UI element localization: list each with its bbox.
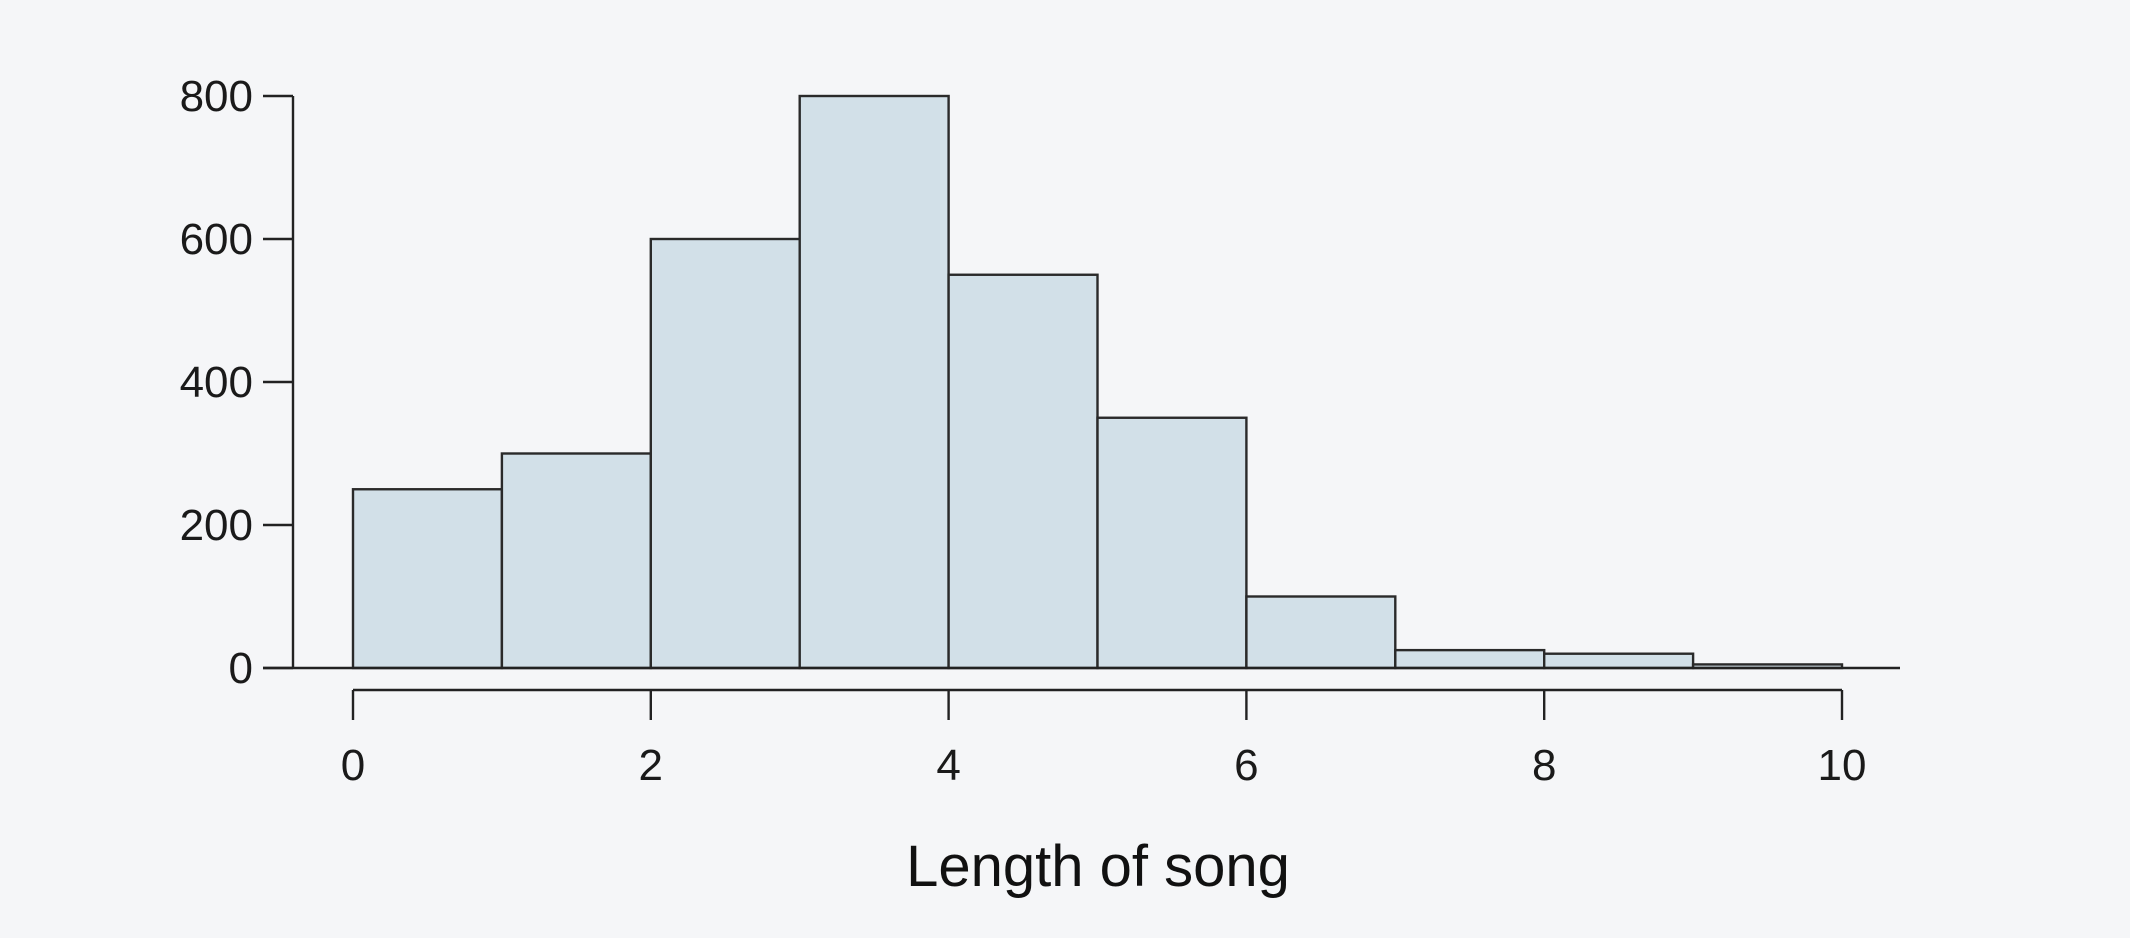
- x-tick-label-3: 6: [1234, 741, 1258, 790]
- histogram-bar-7: [1394, 648, 1546, 670]
- histogram-bar-0: [351, 488, 504, 670]
- x-tick-label-1: 2: [639, 741, 663, 790]
- bars-layer: [263, 94, 1900, 670]
- y-tick-label-0: 0: [229, 644, 253, 693]
- y-tick-label-3: 600: [180, 215, 253, 264]
- histogram-bar-2: [649, 237, 801, 670]
- y-tick-label-4: 800: [180, 72, 253, 121]
- y-tick-label-2: 400: [180, 358, 253, 407]
- x-axis-title: Length of song: [906, 834, 1290, 899]
- y-axis: 0 200 400 600 800: [180, 72, 295, 693]
- x-tick-label-2: 4: [936, 741, 960, 790]
- histogram-bar-3: [798, 94, 950, 670]
- histogram-bar-5: [1096, 416, 1248, 670]
- histogram-bar-6: [1245, 595, 1397, 670]
- x-tick-label-4: 8: [1532, 741, 1556, 790]
- x-axis: 0 2 4 6 8 10: [341, 688, 1867, 790]
- x-tick-label-0: 0: [341, 741, 365, 790]
- histogram-bar-4: [947, 273, 1099, 670]
- y-tick-label-1: 200: [180, 501, 253, 550]
- histogram-bar-1: [500, 452, 652, 670]
- x-tick-label-5: 10: [1818, 741, 1867, 790]
- histogram-bar-8: [1542, 652, 1695, 670]
